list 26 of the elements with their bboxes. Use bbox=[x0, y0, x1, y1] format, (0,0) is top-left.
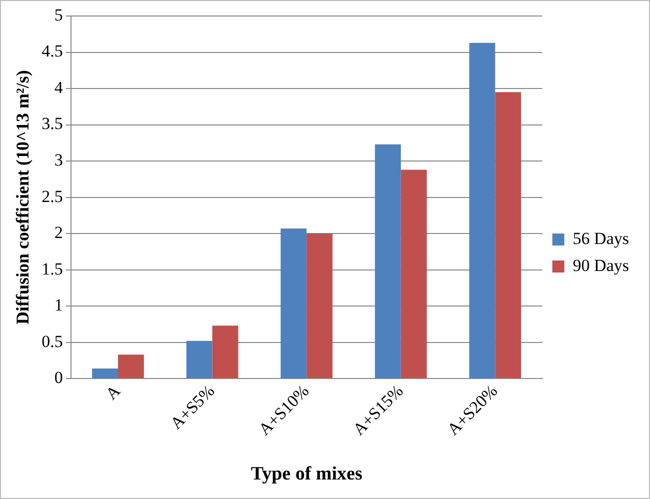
y-tick-label: 1 bbox=[54, 296, 63, 315]
y-tick-label: 0.5 bbox=[42, 332, 63, 351]
y-tick-label: 3.5 bbox=[42, 114, 63, 134]
legend-label: 56 Days bbox=[572, 228, 630, 248]
bar bbox=[469, 42, 496, 378]
y-tick-label: 3 bbox=[54, 150, 63, 170]
bar bbox=[400, 170, 427, 378]
x-tick-label: A bbox=[102, 380, 124, 404]
bar bbox=[374, 144, 401, 378]
bar bbox=[118, 354, 144, 378]
y-tick-label: 1.5 bbox=[42, 259, 63, 278]
x-axis-title: Type of mixes bbox=[250, 464, 362, 485]
y-tick-label: 4 bbox=[54, 78, 64, 97]
y-tick-label: 2.5 bbox=[42, 186, 63, 206]
bar bbox=[306, 234, 333, 378]
bar bbox=[212, 326, 238, 378]
y-tick-label: 2 bbox=[54, 223, 63, 242]
bar bbox=[495, 92, 522, 378]
y-axis-title: Diffusion coefficient (10^13 m²/s) bbox=[12, 70, 32, 324]
y-tick-label: 4.5 bbox=[42, 42, 63, 61]
y-tick-label: 0 bbox=[54, 368, 63, 388]
bar bbox=[186, 340, 212, 378]
bar bbox=[92, 368, 118, 378]
y-tick-label: 5 bbox=[54, 5, 63, 24]
legend-label: 90 Days bbox=[572, 256, 630, 275]
bar bbox=[280, 228, 307, 378]
